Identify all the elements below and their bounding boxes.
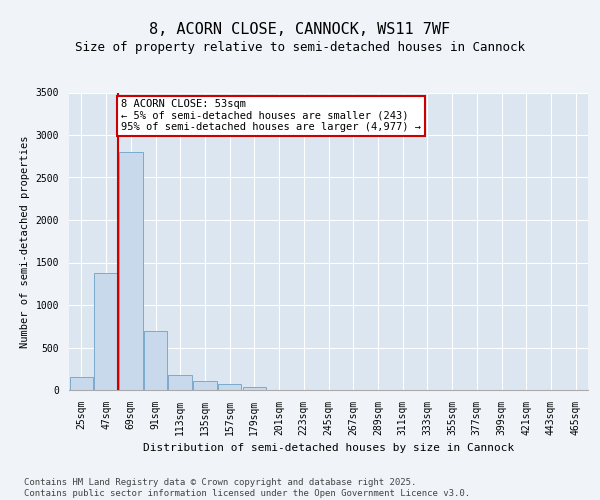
Bar (242, 386, 266, 390)
Bar (169, 375, 192, 390)
Bar (144, 330, 167, 390)
Bar (218, 384, 241, 390)
Bar (70, 377, 93, 390)
Text: Contains HM Land Registry data © Crown copyright and database right 2025.
Contai: Contains HM Land Registry data © Crown c… (24, 478, 470, 498)
Bar (94, 272, 118, 390)
Bar (193, 380, 217, 390)
Text: Size of property relative to semi-detached houses in Cannock: Size of property relative to semi-detach… (75, 41, 525, 54)
X-axis label: Distribution of semi-detached houses by size in Cannock: Distribution of semi-detached houses by … (143, 444, 514, 454)
Text: 8 ACORN CLOSE: 53sqm
← 5% of semi-detached houses are smaller (243)
95% of semi-: 8 ACORN CLOSE: 53sqm ← 5% of semi-detach… (121, 100, 421, 132)
Bar (119, 152, 143, 390)
Text: 8, ACORN CLOSE, CANNOCK, WS11 7WF: 8, ACORN CLOSE, CANNOCK, WS11 7WF (149, 22, 451, 38)
Y-axis label: Number of semi-detached properties: Number of semi-detached properties (20, 135, 30, 348)
